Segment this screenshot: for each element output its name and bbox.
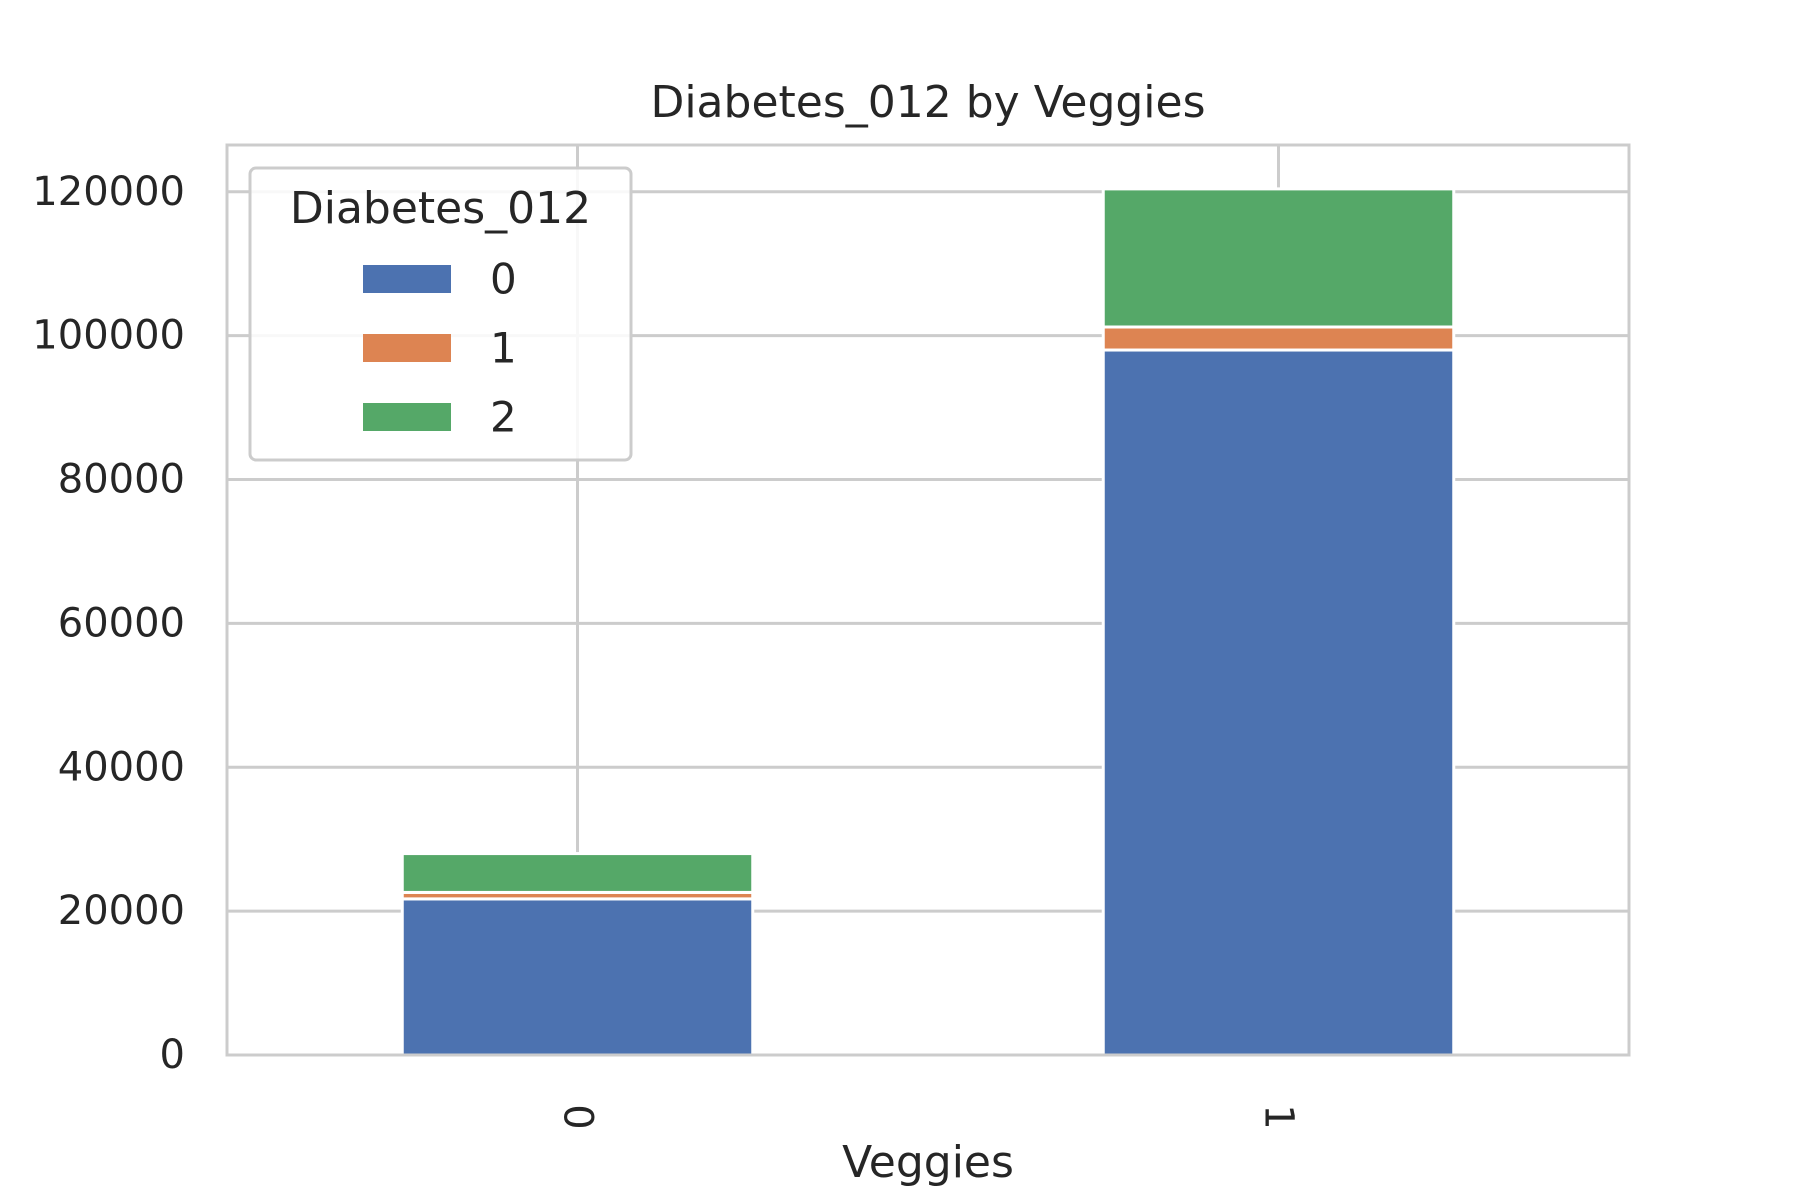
x-tick-label: 1 bbox=[1256, 1104, 1302, 1129]
legend: Diabetes_012 0 1 2 bbox=[248, 166, 633, 462]
legend-label: 0 bbox=[490, 255, 517, 304]
y-tick-labels: 0 20000 40000 60000 80000 100000 120000 bbox=[32, 169, 185, 1078]
legend-label: 1 bbox=[490, 324, 517, 373]
bar-segment-1-series-2 bbox=[1101, 187, 1456, 329]
y-tick-label: 60000 bbox=[58, 600, 185, 646]
y-tick-label: 20000 bbox=[58, 888, 185, 934]
y-tick-label: 40000 bbox=[58, 744, 185, 790]
y-tick-label: 0 bbox=[160, 1032, 185, 1078]
legend-swatch bbox=[363, 334, 451, 362]
bar-segment-0-series-0 bbox=[400, 897, 755, 1057]
legend-swatch bbox=[363, 403, 451, 431]
legend-items: 0 1 2 bbox=[363, 255, 517, 442]
y-tick-label: 120000 bbox=[32, 169, 185, 215]
bar-segment-1-series-0 bbox=[1101, 348, 1456, 1057]
legend-label: 2 bbox=[490, 393, 517, 442]
chart-title: Diabetes_012 by Veggies bbox=[650, 77, 1205, 128]
legend-title: Diabetes_012 bbox=[290, 183, 591, 234]
x-tick-label: 0 bbox=[555, 1104, 601, 1129]
plot-frame bbox=[225, 143, 1631, 1057]
y-tick-label: 80000 bbox=[58, 457, 185, 503]
x-axis-label: Veggies bbox=[842, 1137, 1014, 1188]
y-tick-label: 100000 bbox=[32, 313, 185, 359]
bars bbox=[400, 187, 1456, 1057]
legend-box bbox=[248, 166, 633, 462]
legend-swatch bbox=[363, 265, 451, 293]
bar-segment-0-series-2 bbox=[400, 852, 755, 894]
bar-segment-1-series-1 bbox=[1101, 325, 1456, 352]
